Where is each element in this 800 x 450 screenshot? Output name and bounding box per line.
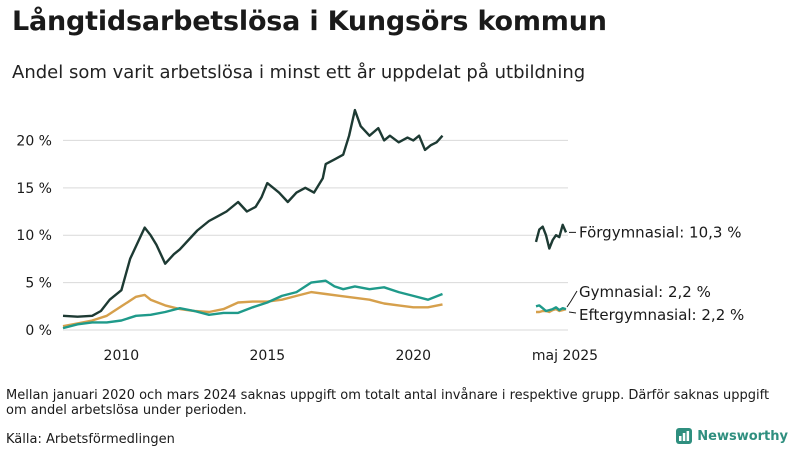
y-tick-label: 15 %: [16, 181, 52, 197]
x-axis-ticks: 2010 2015 2020 maj 2025: [104, 348, 599, 364]
end-label-eftergymnasial: Eftergymnasial: 2,2 %: [579, 306, 744, 324]
recent-line-eftergymnasial: [536, 307, 567, 314]
y-axis-ticks: 0 % 5 % 10 % 15 % 20 %: [16, 133, 52, 339]
recent-line-gymnasial: [535, 304, 567, 313]
x-tick-label: 2020: [395, 348, 431, 364]
label-leader: [566, 290, 578, 308]
y-tick-label: 10 %: [16, 228, 52, 244]
recent-line-förgymnasial: [534, 223, 568, 250]
x-tick-label: 2015: [250, 348, 286, 364]
source-text: Källa: Arbetsförmedlingen: [6, 432, 175, 447]
y-tick-label: 20 %: [16, 133, 52, 149]
series-line-eftergymnasial: [62, 290, 443, 328]
gridlines: [63, 139, 568, 331]
chart-subtitle: Andel som varit arbetslösa i minst ett å…: [12, 62, 586, 83]
chart-title: Långtidsarbetslösa i Kungsörs kommun: [12, 6, 607, 37]
end-labels: Förgymnasial: 10,3 % Gymnasial: 2,2 % Efte…: [566, 223, 744, 324]
line-chart: 0 %5 %10 %15 %20 % 2010 2015 2020 maj 2025 …: [16, 108, 744, 364]
series-lines: [62, 108, 444, 330]
recent-period-lines: [534, 223, 568, 314]
y-tick-label: 5 %: [25, 276, 52, 292]
footnote: Mellan januari 2020 och mars 2024 saknas…: [6, 388, 770, 418]
x-tick-label-latest: maj 2025: [532, 348, 598, 364]
end-label-förgymnasial: Förgymnasial: 10,3 %: [579, 223, 741, 241]
series-line-förgymnasial: [62, 108, 444, 318]
y-tick-label: 0 %: [25, 323, 52, 339]
series-line-gymnasial: [62, 279, 443, 330]
end-label-gymnasial: Gymnasial: 2,2 %: [579, 283, 711, 301]
brand-logo: Newsworthy: [676, 428, 788, 444]
x-tick-label: 2010: [104, 348, 140, 364]
label-leader: [568, 311, 577, 314]
newsworthy-icon: [676, 428, 693, 444]
brand-name: Newsworthy: [697, 428, 788, 444]
